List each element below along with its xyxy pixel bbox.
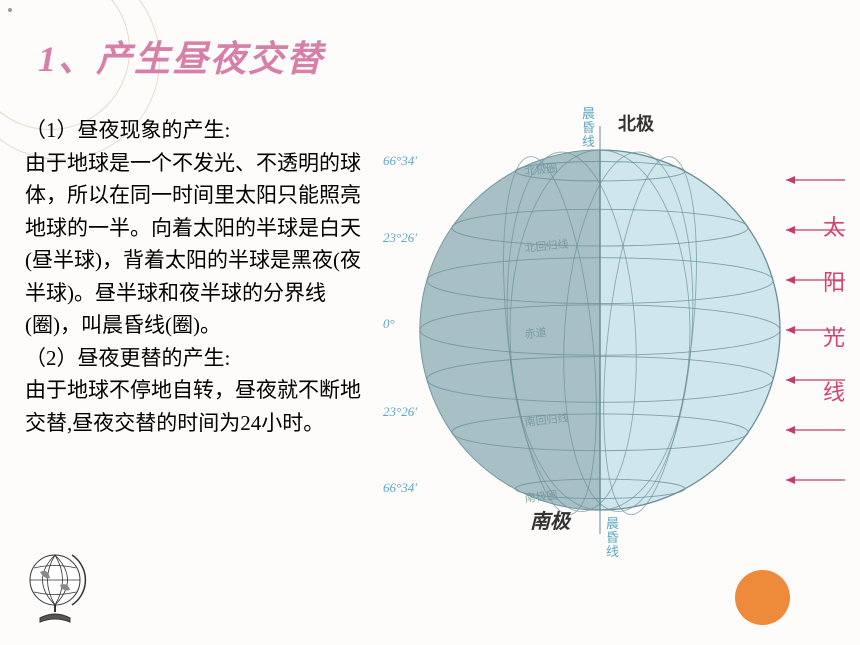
svg-text:66°34′: 66°34′ [383,153,417,168]
page-title: 1、产生昼夜交替 [38,30,324,82]
svg-text:晨: 晨 [606,516,619,531]
svg-text:23°26′: 23°26′ [383,230,417,245]
svg-text:光: 光 [823,325,845,350]
svg-text:线: 线 [823,380,845,405]
svg-text:线: 线 [606,544,619,559]
svg-text:线: 线 [582,134,595,149]
body-text: （1）昼夜现象的产生: 由于地球是一个不发光、不透明的球体，所以在同一时间里太阳… [25,114,375,439]
svg-text:23°26′: 23°26′ [383,404,417,419]
section-1-label: （1）昼夜现象的产生: [25,114,375,147]
svg-text:太: 太 [823,215,845,240]
svg-text:0°: 0° [383,316,395,331]
section-2-label: （2）昼夜更替的产生: [25,342,375,375]
svg-text:南极: 南极 [530,510,572,533]
svg-text:阳: 阳 [823,270,845,295]
svg-text:昏: 昏 [582,120,595,135]
svg-text:晨: 晨 [582,106,595,121]
section-1-body: 由于地球是一个不发光、不透明的球体，所以在同一时间里太阳只能照亮地球的一半。向着… [25,147,375,342]
section-2-body: 由于地球不停地自转，昼夜就不断地交替,昼夜交替的时间为24小时。 [25,374,375,439]
small-globe-icon [20,550,90,630]
svg-text:66°34′: 66°34′ [383,480,417,495]
earth-diagram: 太阳光线66°34′23°26′0°23°26′66°34′北极圈北回归线赤道南… [375,100,845,570]
svg-text:北极: 北极 [618,114,655,134]
svg-text:昏: 昏 [606,530,619,545]
orange-accent-dot [735,570,790,625]
